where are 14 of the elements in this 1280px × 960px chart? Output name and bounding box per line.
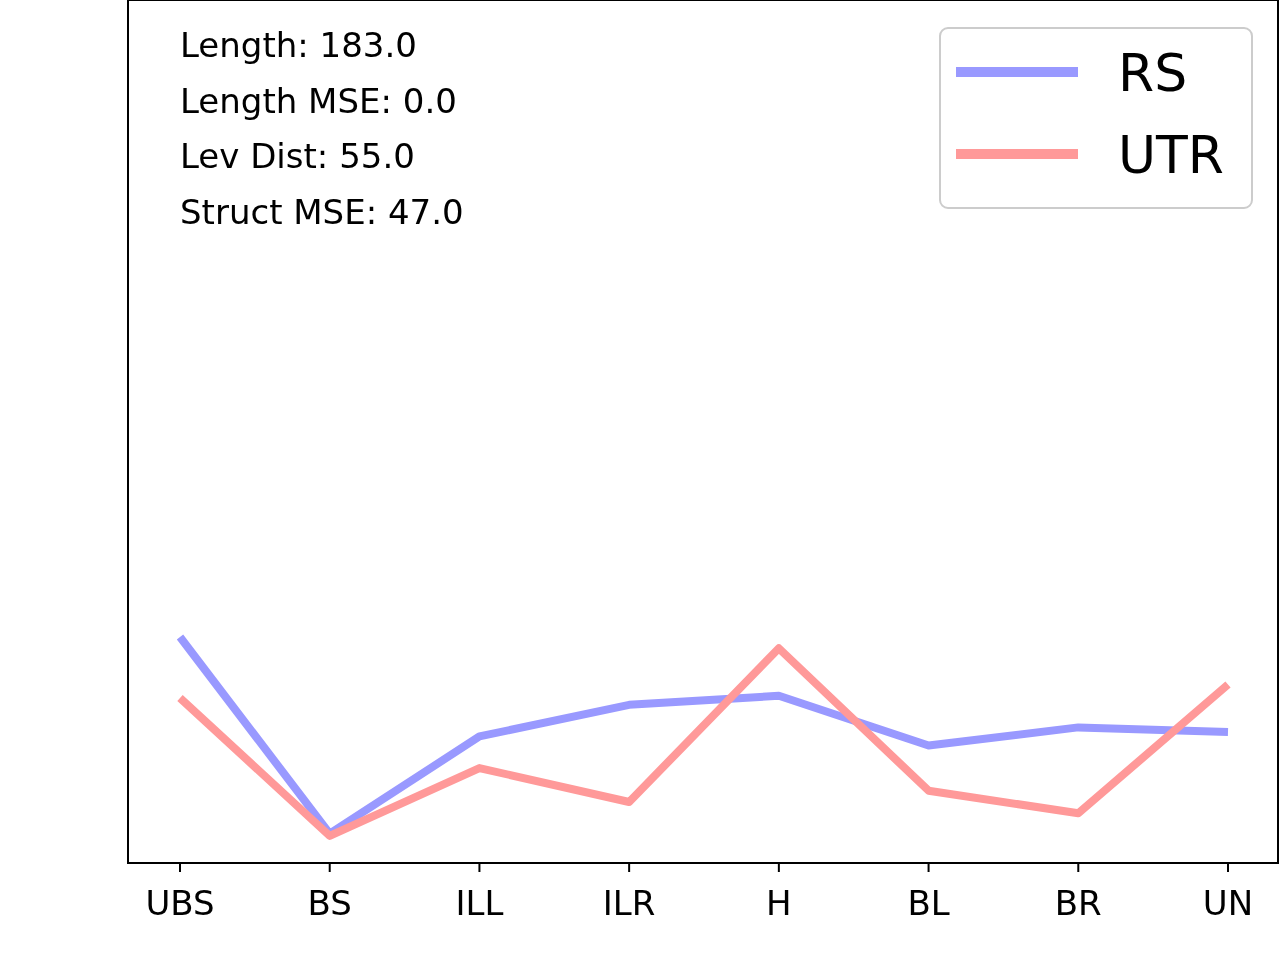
x-tick-label: H [766, 883, 792, 923]
legend-label: RS [1118, 43, 1188, 103]
x-tick-label: UBS [145, 883, 215, 923]
x-tick-label: ILL [455, 883, 504, 923]
x-tick-label: UN [1202, 883, 1254, 923]
x-tick-label: BS [307, 883, 352, 923]
legend-label: UTR [1118, 125, 1224, 185]
x-tick-label: ILR [602, 883, 656, 923]
text: Struct MSE: 47.0 [180, 191, 464, 232]
text: Length: 183.0 [180, 25, 417, 65]
text: Lev Dist: 55.0 [180, 136, 415, 176]
x-tick-label: BL [907, 883, 950, 923]
text: Length MSE: 0.0 [180, 80, 457, 121]
x-tick-label: BR [1054, 883, 1102, 923]
